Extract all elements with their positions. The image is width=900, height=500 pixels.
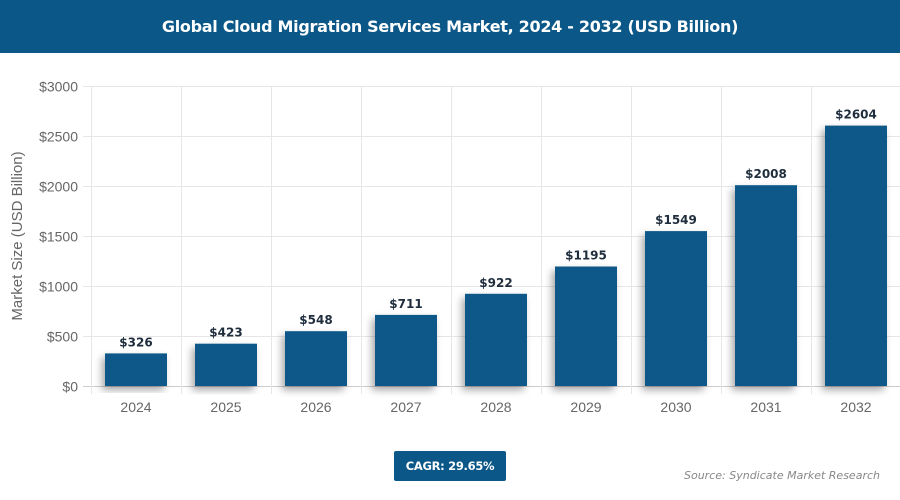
data-label: $326 bbox=[119, 335, 152, 349]
data-label: $2604 bbox=[835, 108, 877, 122]
bar-chart: $0 $500 $1000 $1500 $2000 $2500 $3000 $326 2024… bbox=[9, 79, 900, 415]
y-tick-label: $2000 bbox=[39, 179, 78, 195]
cagr-badge: CAGR: 29.65% bbox=[394, 451, 506, 481]
bar-2029 bbox=[555, 266, 617, 386]
x-tick-label: 2026 bbox=[300, 399, 331, 415]
chart-title: Global Cloud Migration Services Market, … bbox=[0, 0, 900, 53]
bar-2026 bbox=[285, 331, 347, 386]
bar-2031 bbox=[735, 185, 797, 386]
bar-2028 bbox=[465, 293, 527, 386]
bar-2027 bbox=[375, 314, 437, 386]
x-tick-label: 2027 bbox=[390, 399, 421, 415]
y-tick-label: $0 bbox=[62, 379, 78, 395]
y-tick-label: $1000 bbox=[39, 279, 78, 295]
y-tick-label: $3000 bbox=[39, 79, 78, 95]
x-tick-label: 2030 bbox=[660, 399, 691, 415]
y-tick-label: $2500 bbox=[39, 129, 78, 145]
y-tick-label: $500 bbox=[47, 329, 78, 345]
y-axis-label: Market Size (USD Billion) bbox=[9, 151, 26, 320]
x-tick-label: 2032 bbox=[840, 399, 871, 415]
x-tick-label: 2028 bbox=[480, 399, 511, 415]
bar-2032 bbox=[825, 125, 887, 386]
data-label: $711 bbox=[389, 297, 422, 311]
source-note: Source: Syndicate Market Research bbox=[684, 469, 880, 482]
y-tick-label: $1500 bbox=[39, 229, 78, 245]
bar-2025 bbox=[195, 343, 257, 386]
x-tick-label: 2031 bbox=[750, 399, 781, 415]
data-label: $1549 bbox=[655, 213, 697, 227]
x-tick-label: 2025 bbox=[210, 399, 241, 415]
bar-2030 bbox=[645, 231, 707, 386]
data-label: $423 bbox=[209, 326, 242, 340]
x-tick-label: 2029 bbox=[570, 399, 601, 415]
x-tick-label: 2024 bbox=[120, 399, 151, 415]
data-label: $1195 bbox=[565, 249, 607, 263]
bar-2024 bbox=[105, 353, 167, 386]
data-label: $922 bbox=[479, 276, 512, 290]
data-label: $548 bbox=[299, 313, 332, 327]
data-label: $2008 bbox=[745, 167, 787, 181]
